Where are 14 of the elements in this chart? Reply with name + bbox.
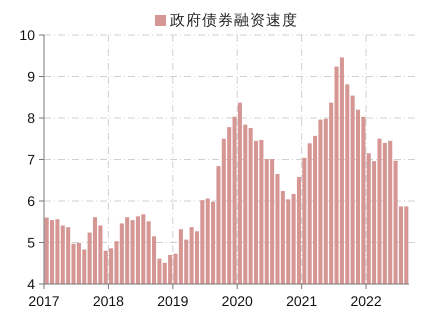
legend-label: 政府债券融资速度 <box>170 11 298 29</box>
y-tick-label: 9 <box>27 68 36 84</box>
x-tick-label: 2017 <box>28 293 60 309</box>
y-tick-label: 7 <box>27 152 36 168</box>
x-tick-label: 2018 <box>92 293 124 309</box>
x-tick-label: 2022 <box>350 293 382 309</box>
x-tick-label: 2019 <box>157 293 189 309</box>
y-tick-label: 5 <box>27 234 36 250</box>
x-tick-label: 2021 <box>286 293 318 309</box>
x-tick-label: 2020 <box>222 293 254 309</box>
y-tick-label: 10 <box>19 27 36 43</box>
y-tick-label: 8 <box>27 110 36 126</box>
y-tick-label: 6 <box>27 193 36 209</box>
y-tick-label: 4 <box>27 276 36 292</box>
